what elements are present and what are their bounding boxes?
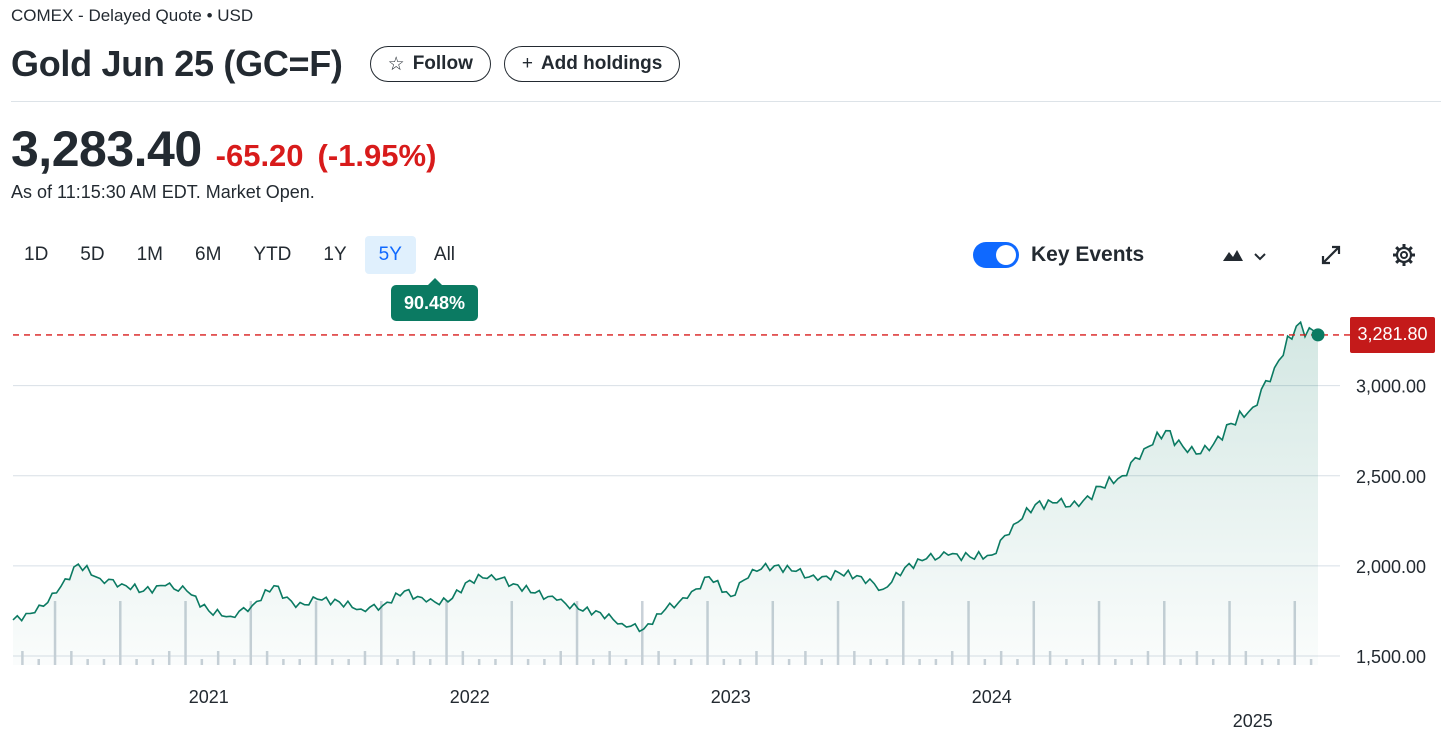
price-change-percent: (-1.95%) — [317, 138, 437, 173]
x-tick-label: 2021 — [189, 687, 229, 707]
range-tab-all[interactable]: All — [433, 244, 456, 265]
x-tick-label: 2022 — [450, 687, 490, 707]
y-tick-label: 2,500.00 — [1356, 467, 1426, 487]
range-tab-1y[interactable]: 1Y — [323, 244, 347, 265]
range-tab-1m[interactable]: 1M — [136, 244, 163, 265]
range-tab-ytd[interactable]: YTD — [253, 244, 292, 265]
follow-label: Follow — [412, 53, 473, 74]
mountain-chart-icon — [1222, 247, 1244, 268]
range-tab-1d[interactable]: 1D — [24, 244, 49, 265]
current-price: 3,283.40 — [11, 121, 202, 177]
range-tab-6m[interactable]: 6M — [195, 244, 222, 265]
quote-row: 3,283.40 -65.20 (-1.95%) — [11, 120, 436, 178]
chevron-down-icon — [1254, 248, 1266, 266]
header-divider — [11, 101, 1441, 102]
price-change: -65.20 — [215, 138, 304, 173]
follow-button[interactable]: ☆ Follow — [369, 46, 491, 82]
quote-timestamp: As of 11:15:30 AM EDT. Market Open. — [11, 182, 315, 202]
series-line — [12, 320, 1319, 633]
gear-icon — [1392, 243, 1416, 272]
price-chart[interactable]: 1,500.00 2,000.00 2,500.00 3,000.00 2021 2022… — [0, 300, 1456, 743]
last-point-marker — [1311, 328, 1325, 342]
x-tick-label: 2025 — [1233, 711, 1273, 731]
range-tab-5d[interactable]: 5D — [80, 244, 105, 265]
last-price-tag: 3,281.80 — [1350, 316, 1435, 353]
settings-button[interactable] — [1392, 243, 1416, 271]
y-tick-label: 2,000.00 — [1356, 557, 1426, 577]
exchange-info: COMEX - Delayed Quote • USD — [11, 6, 254, 25]
series-area — [13, 322, 1318, 665]
range-tab-5y[interactable]: 5Y — [364, 236, 416, 274]
plus-icon: + — [521, 53, 533, 74]
chart-type-button[interactable] — [1222, 243, 1266, 271]
add-holdings-label: Add holdings — [540, 53, 663, 74]
key-events-label: Key Events — [1031, 243, 1145, 266]
key-events-control: Key Events — [973, 242, 1144, 268]
y-tick-label: 1,500.00 — [1356, 647, 1426, 667]
star-icon: ☆ — [387, 53, 405, 75]
key-events-toggle[interactable] — [973, 242, 1019, 268]
expand-button[interactable] — [1320, 243, 1342, 271]
y-tick-label: 3,000.00 — [1356, 377, 1426, 397]
x-tick-label: 2024 — [972, 687, 1012, 707]
x-tick-label: 2023 — [711, 687, 751, 707]
page-title: Gold Jun 25 (GC=F) — [11, 43, 343, 84]
toggle-knob — [996, 245, 1016, 265]
expand-icon — [1320, 244, 1342, 271]
range-tabs: 1D 5D 1M 6M YTD 1Y 5Y All — [10, 236, 473, 274]
add-holdings-button[interactable]: + Add holdings — [503, 46, 681, 82]
title-row: Gold Jun 25 (GC=F) ☆ Follow + Add holdin… — [11, 42, 681, 86]
range-change-tooltip: 90.48% — [391, 278, 478, 321]
